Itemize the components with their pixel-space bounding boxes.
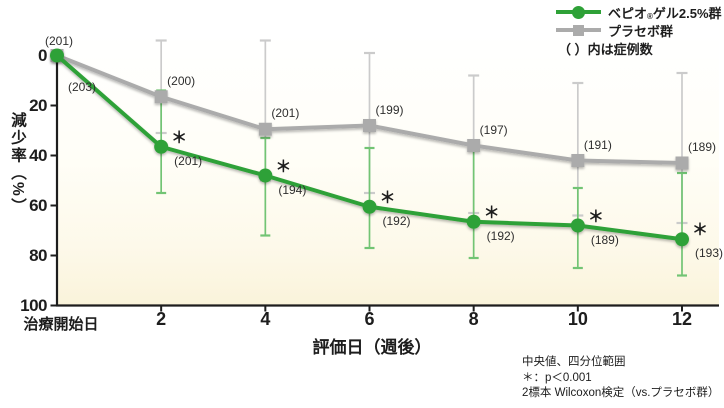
bepio-marker xyxy=(258,168,273,183)
bepio-line-circle-icon xyxy=(556,5,602,19)
x-axis-title: 評価日（週後） xyxy=(312,338,432,357)
registered-trademark-icon: ® xyxy=(647,11,653,21)
bepio-series xyxy=(50,48,689,247)
bepio-marker xyxy=(154,139,169,154)
note-p-value: ＊：p＜0.001 xyxy=(522,371,592,384)
placebo-marker xyxy=(571,154,585,167)
legend-label-placebo: プラセボ群 xyxy=(608,23,674,39)
bepio-marker xyxy=(466,214,481,229)
legend-item-bepio: ベピオ®ゲル2.5%群 xyxy=(556,3,722,21)
bepio-marker xyxy=(50,48,64,63)
legend-note-case-counts: （ ）内は症例数 xyxy=(558,41,653,57)
placebo-marker xyxy=(467,139,481,152)
placebo-series xyxy=(50,49,689,170)
y-axis-title: 減少率（%） xyxy=(9,112,26,216)
placebo-line-square-icon xyxy=(556,23,602,37)
note-test-method: 2標本 Wilcoxon検定（vs.プラセボ群） xyxy=(522,387,720,399)
placebo-marker xyxy=(258,122,272,136)
bepio-marker xyxy=(570,218,585,233)
footnotes: 中央値、四分位範囲 ＊：p＜0.001 2標本 Wilcoxon検定（vs.プラ… xyxy=(522,355,719,402)
bepio-marker xyxy=(362,199,377,214)
placebo-marker xyxy=(675,156,689,170)
placebo-marker xyxy=(362,119,376,132)
plot-area-background xyxy=(57,34,719,306)
legend: ベピオ®ゲル2.5%群 プラセボ群 （ ）内は症例数 xyxy=(556,3,722,57)
x-axis-start-label: 治療開始日 xyxy=(23,316,99,333)
legend-item-placebo: プラセボ群 xyxy=(556,21,722,39)
legend-label-bepio: ベピオ®ゲル2.5%群 xyxy=(608,5,722,21)
bepio-marker xyxy=(674,232,689,247)
placebo-marker xyxy=(154,90,168,104)
note-median-iqr: 中央値、四分位範囲 xyxy=(522,356,626,368)
